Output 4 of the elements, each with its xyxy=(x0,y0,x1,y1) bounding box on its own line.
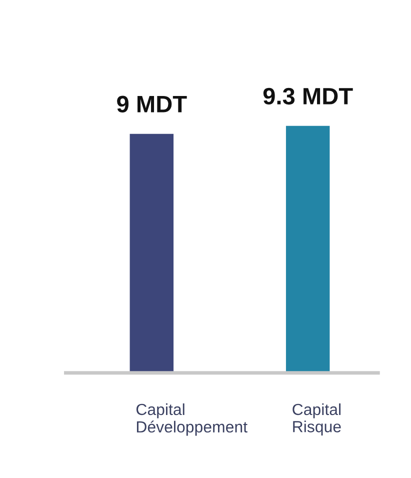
data-label: 9.3 MDT xyxy=(263,88,353,105)
x-tick-label: Capital Développement xyxy=(136,403,248,436)
data-label: 9 MDT xyxy=(117,96,187,113)
x-tick-label: Capital Risque xyxy=(292,403,341,436)
